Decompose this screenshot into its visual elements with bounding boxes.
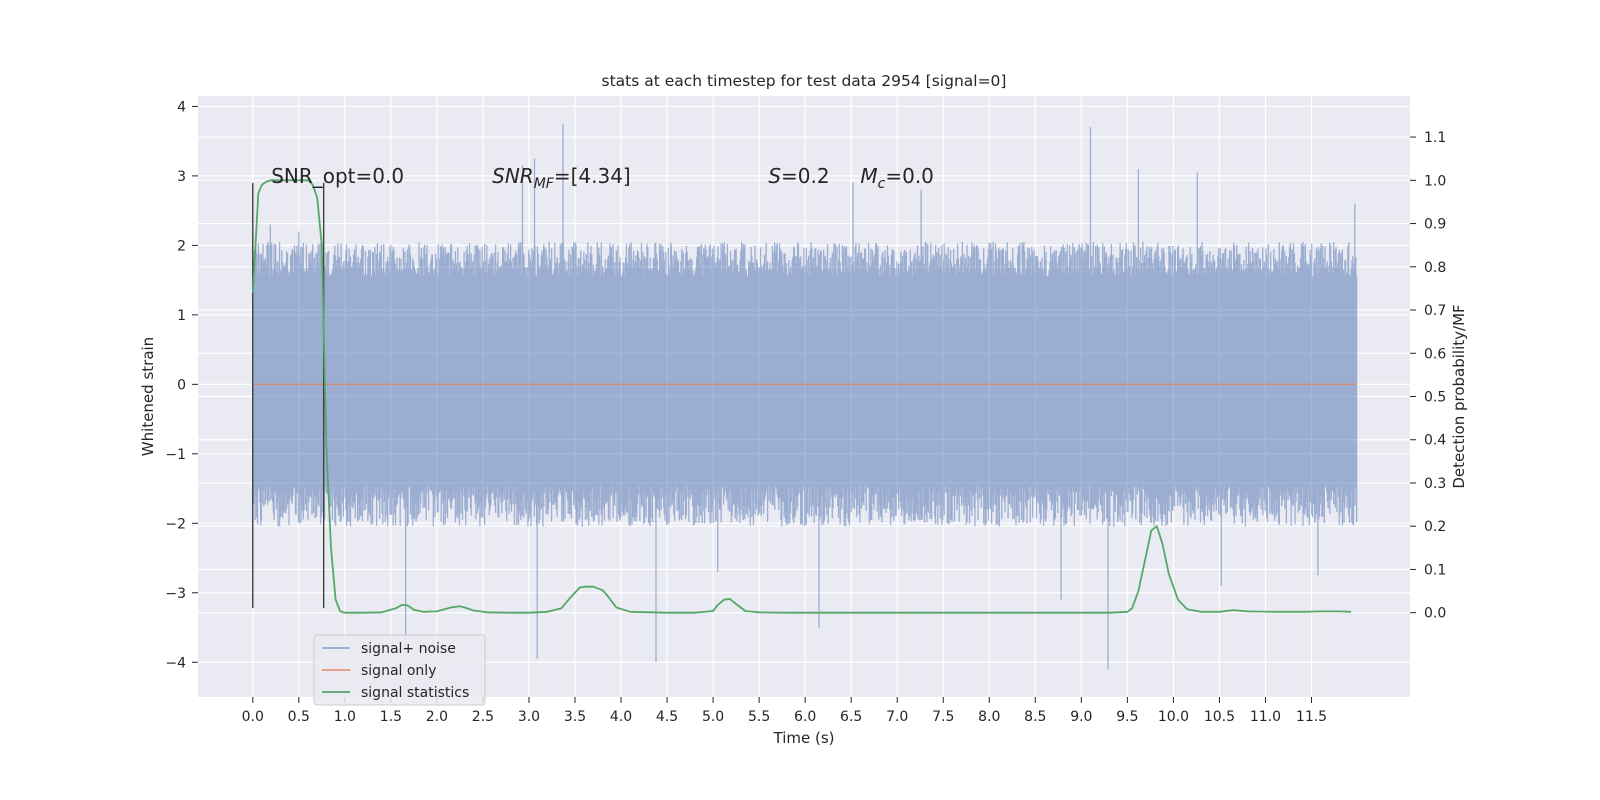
x-tick-label: 3.5 bbox=[564, 709, 586, 725]
x-tick-label: 10.0 bbox=[1158, 709, 1189, 725]
series-lines bbox=[251, 179, 1357, 614]
x-tick-label: 6.5 bbox=[840, 709, 862, 725]
legend: signal+ noise signal only signal statistic… bbox=[313, 634, 486, 706]
x-tick-label: 7.5 bbox=[932, 709, 954, 725]
legend-label: signal statistics bbox=[361, 685, 469, 701]
y-tick-label: 0 bbox=[177, 377, 186, 393]
x-tick-label: 5.0 bbox=[702, 709, 724, 725]
chart-title: stats at each timestep for test data 295… bbox=[602, 72, 1007, 90]
x-tick-label: 6.0 bbox=[794, 709, 816, 725]
y2-tick-label: 0.5 bbox=[1424, 390, 1446, 406]
x-tick-label: 0.5 bbox=[288, 709, 310, 725]
tick-labels: 0.0 0.5 1.0 1.5 2.0 2.5 3.0 3.5 4.0 4.5 5.0 5.5 6.0 6… bbox=[165, 99, 1446, 725]
x-tick-label: 5.5 bbox=[748, 709, 770, 725]
y2-axis-label: Detection probability/MF bbox=[1450, 304, 1468, 488]
signal-statistics-line bbox=[251, 179, 1352, 614]
annotation: Mc=0.0 bbox=[860, 164, 934, 192]
y-axis-label: Whitened strain bbox=[139, 337, 157, 456]
x-tick-label: 1.5 bbox=[380, 709, 402, 725]
x-tick-label: 8.0 bbox=[978, 709, 1000, 725]
y2-tick-label: 0.0 bbox=[1424, 606, 1446, 622]
x-tick-label: 7.0 bbox=[886, 709, 908, 725]
legend-box bbox=[313, 634, 486, 706]
x-tick-label: 1.0 bbox=[334, 709, 356, 725]
x-tick-label: 4.0 bbox=[610, 709, 632, 725]
y2-tick-label: 1.1 bbox=[1424, 130, 1446, 146]
y2-tick-label: 0.2 bbox=[1424, 519, 1446, 535]
x-tick-label: 2.5 bbox=[472, 709, 494, 725]
y-tick-label: −1 bbox=[165, 447, 186, 463]
y2-tick-label: 0.7 bbox=[1424, 303, 1446, 319]
annotation: SNRMF=[4.34] bbox=[492, 164, 631, 192]
x-tick-label: 11.0 bbox=[1250, 709, 1281, 725]
x-tick-label: 3.0 bbox=[518, 709, 540, 725]
x-axis-label: Time (s) bbox=[773, 729, 835, 747]
y2-tick-label: 0.6 bbox=[1424, 346, 1446, 362]
y2-tick-label: 0.9 bbox=[1424, 217, 1446, 233]
y-tick-label: −2 bbox=[165, 516, 186, 532]
annotation: SNR_opt=0.0 bbox=[271, 164, 404, 188]
x-tick-label: 10.5 bbox=[1204, 709, 1235, 725]
y-tick-label: 2 bbox=[177, 238, 186, 254]
x-tick-label: 0.0 bbox=[242, 709, 264, 725]
y-tick-label: −4 bbox=[165, 655, 186, 671]
x-tick-label: 9.0 bbox=[1070, 709, 1092, 725]
y-tick-label: 1 bbox=[177, 308, 186, 324]
y-tick-label: 3 bbox=[177, 169, 186, 185]
y2-tick-label: 0.4 bbox=[1424, 433, 1446, 449]
y2-tick-label: 0.3 bbox=[1424, 476, 1446, 492]
y-tick-label: −3 bbox=[165, 586, 186, 602]
annotation: S=0.2 bbox=[768, 164, 829, 188]
x-tick-label: 2.0 bbox=[426, 709, 448, 725]
x-tick-label: 11.5 bbox=[1296, 709, 1327, 725]
legend-label: signal only bbox=[361, 663, 436, 679]
y2-tick-label: 1.0 bbox=[1424, 173, 1446, 189]
y2-tick-label: 0.8 bbox=[1424, 260, 1446, 276]
legend-label: signal+ noise bbox=[361, 641, 456, 657]
y-tick-label: 4 bbox=[177, 99, 186, 115]
x-tick-label: 4.5 bbox=[656, 709, 678, 725]
x-tick-label: 9.5 bbox=[1116, 709, 1138, 725]
y2-tick-label: 0.1 bbox=[1424, 562, 1446, 578]
annotations: SNR_opt=0.0 SNRMF=[4.34] S=0.2 Mc=0.0 bbox=[271, 164, 934, 192]
x-tick-label: 8.5 bbox=[1024, 709, 1046, 725]
